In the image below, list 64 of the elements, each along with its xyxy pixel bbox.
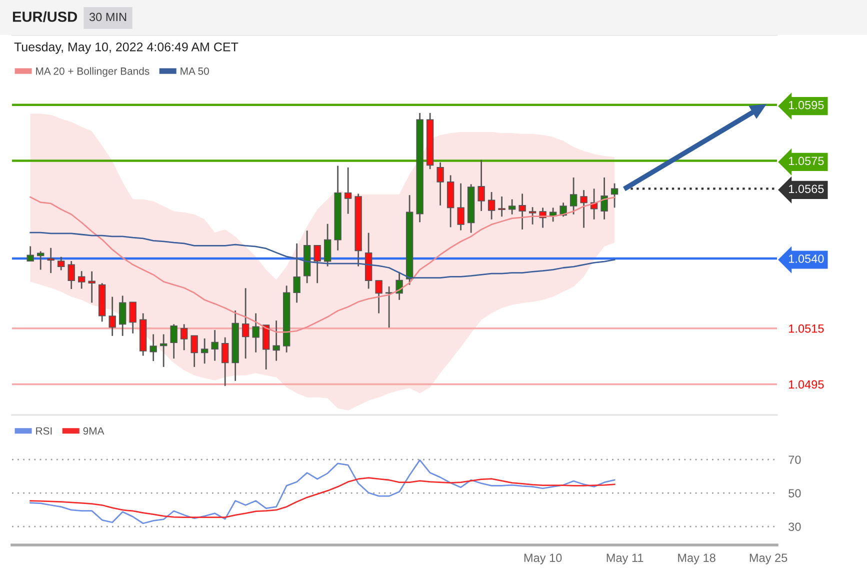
candlestick xyxy=(314,244,321,284)
legend-label: MA 20 + Bollinger Bands xyxy=(36,67,150,77)
x-tick-label: May 10 xyxy=(524,554,562,564)
x-tick-label: May 18 xyxy=(678,554,716,564)
y-tick-label: 1.0575 xyxy=(789,156,824,166)
y-tick-label: 1.0565 xyxy=(789,184,824,194)
line-series xyxy=(30,477,616,518)
candlestick xyxy=(242,287,250,360)
candlestick xyxy=(570,176,578,216)
line-series xyxy=(30,459,616,524)
candlestick xyxy=(108,296,116,337)
candlestick xyxy=(221,336,229,387)
legend-label: RSI xyxy=(36,427,52,435)
candlestick xyxy=(488,191,496,220)
line-series xyxy=(30,232,616,279)
legend-label: MA 50 xyxy=(180,67,209,75)
candlestick xyxy=(57,256,65,271)
candlestick xyxy=(324,223,332,268)
candlestick xyxy=(26,246,34,262)
candlestick xyxy=(118,294,126,337)
x-tick-label: May 25 xyxy=(750,554,788,564)
candlestick xyxy=(508,198,516,216)
candlestick xyxy=(150,334,157,362)
legend-label: 9MA xyxy=(83,427,104,435)
line-series xyxy=(30,196,616,333)
candlestick xyxy=(518,193,526,230)
candlestick xyxy=(375,280,382,314)
candlestick xyxy=(600,176,608,220)
candlestick xyxy=(190,334,198,368)
candlestick xyxy=(478,159,485,212)
candlestick xyxy=(580,189,588,228)
candlestick xyxy=(88,270,96,304)
y-tick-label: 1.0515 xyxy=(789,324,824,333)
y-tick-label: 1.0495 xyxy=(789,380,824,389)
candlestick xyxy=(252,312,260,354)
candlestick xyxy=(78,270,86,290)
y-tick-label: 1.0540 xyxy=(789,254,824,263)
candlestick xyxy=(272,320,280,362)
candlestick xyxy=(180,323,188,351)
annotation: Tuesday, May 10, 2022 4:06:49 AM CET xyxy=(14,42,238,54)
chart-subtitle: 30 MIN xyxy=(89,12,126,22)
chart-title: EUR/USD xyxy=(12,11,78,22)
candlestick xyxy=(293,242,300,304)
candlestick xyxy=(160,334,168,368)
candlestick xyxy=(68,260,75,290)
y-tick-label: 30 xyxy=(788,522,801,531)
y-tick-label: 50 xyxy=(788,489,801,498)
candlestick xyxy=(385,286,393,328)
y-tick-label: 70 xyxy=(788,456,801,464)
candlestick xyxy=(37,250,44,270)
x-tick-label: May 11 xyxy=(606,554,644,564)
candlestick xyxy=(436,162,444,206)
candlestick xyxy=(457,182,464,232)
candlestick xyxy=(170,323,178,360)
candlestick xyxy=(211,329,218,362)
candlestick xyxy=(47,247,54,274)
candlestick xyxy=(610,182,618,208)
candlestick xyxy=(528,206,536,226)
candlestick xyxy=(344,166,352,215)
y-tick-label: 1.0595 xyxy=(789,100,824,110)
candlestick xyxy=(396,271,403,301)
candlestick xyxy=(129,301,136,334)
candlestick xyxy=(200,338,208,364)
candlestick xyxy=(498,196,506,218)
